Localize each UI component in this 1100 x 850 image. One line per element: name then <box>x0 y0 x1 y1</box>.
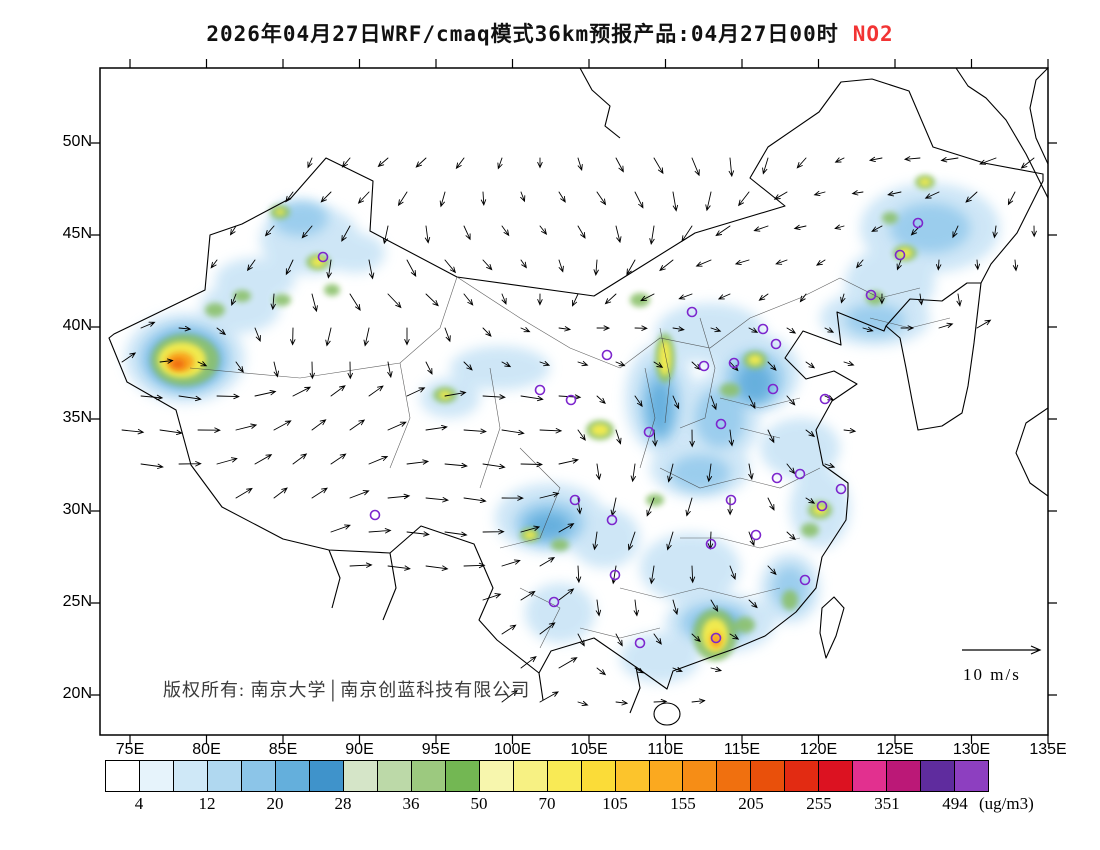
colorbar-cell <box>445 761 480 791</box>
colorbar-cell <box>241 761 276 791</box>
colorbar-cell <box>955 761 989 791</box>
pollution-contours <box>125 175 1000 683</box>
colorbar-cell <box>649 761 684 791</box>
y-axis-label: 30N <box>62 501 92 518</box>
x-axis-label: 75E <box>115 741 145 758</box>
x-axis-label: 130E <box>952 741 991 758</box>
colorbar-cell <box>853 761 888 791</box>
x-axis-label: 125E <box>876 741 914 758</box>
colorbar-cell <box>513 761 548 791</box>
y-axis-label: 45N <box>62 225 92 242</box>
colorbar-tick-label: 155 <box>670 794 696 813</box>
page-title: 2026年04月27日WRF/cmaq模式36km预报产品:04月27日00时 N… <box>0 18 1100 48</box>
colorbar-cell <box>547 761 582 791</box>
x-axis-label: 90E <box>345 741 374 758</box>
copyright-text: 版权所有: 南京大学│南京创蓝科技有限公司 <box>163 679 530 702</box>
colorbar-cell <box>717 761 752 791</box>
colorbar-cell <box>683 761 718 791</box>
x-axis-label: 120E <box>799 741 838 758</box>
colorbar-cells <box>105 760 989 792</box>
x-axis-label: 95E <box>421 741 451 758</box>
colorbar-cell <box>343 761 378 791</box>
colorbar: (ug/m3) 4 12 20 28 36 50 70 105 155 205 255 351 494 <box>105 760 1034 818</box>
colorbar-cell <box>615 761 650 791</box>
colorbar-tick-label: 205 <box>738 794 764 813</box>
city-markers <box>317 217 924 649</box>
colorbar-tick-label: 12 <box>198 794 216 813</box>
colorbar-unit: (ug/m3) <box>979 794 1034 813</box>
colorbar-tick-label: 105 <box>602 794 628 813</box>
colorbar-tick-label: 494 <box>942 794 968 813</box>
colorbar-tick-label: 20 <box>266 794 284 813</box>
axis-tick-marks <box>91 59 1057 744</box>
colorbar-tick-label: 351 <box>874 794 900 813</box>
colorbar-cell <box>207 761 242 791</box>
wind-scale-label: 10 m/s <box>963 665 1021 684</box>
colorbar-cell <box>377 761 412 791</box>
colorbar-cell <box>479 761 514 791</box>
wind-scale: 10 m/s <box>962 645 1042 684</box>
china-coastline <box>108 68 1048 726</box>
colorbar-ticks: (ug/m3) 4 12 20 28 36 50 70 105 155 205 255 351 494 <box>105 794 1034 818</box>
y-axis-label: 50N <box>62 133 92 150</box>
colorbar-cell <box>173 761 208 791</box>
colorbar-tick-label: 70 <box>538 794 556 813</box>
y-axis-label: 20N <box>62 685 92 702</box>
x-axis-label: 100E <box>493 741 532 758</box>
colorbar-tick-label: 28 <box>334 794 352 813</box>
colorbar-cell <box>785 761 820 791</box>
colorbar-cell <box>581 761 616 791</box>
x-axis-label: 110E <box>647 741 684 758</box>
title-text: 2026年04月27日WRF/cmaq模式36km预报产品:04月27日00时 <box>206 22 839 46</box>
colorbar-cell <box>887 761 922 791</box>
colorbar-cell <box>921 761 956 791</box>
x-axis-label: 85E <box>268 741 298 758</box>
colorbar-tick-label: 50 <box>470 794 488 813</box>
x-axis-label: 135E <box>1029 741 1067 758</box>
colorbar-cell <box>106 761 140 791</box>
colorbar-cell <box>309 761 344 791</box>
map-frame <box>99 67 1049 736</box>
colorbar-tick-label: 255 <box>806 794 832 813</box>
pollutant-label: NO2 <box>852 22 894 46</box>
province-borders <box>189 276 951 649</box>
y-axis-label: 25N <box>62 593 92 610</box>
colorbar-tick-label: 36 <box>402 794 420 813</box>
colorbar-tick-label: 4 <box>134 794 144 813</box>
colorbar-cell <box>751 761 786 791</box>
colorbar-cell <box>819 761 854 791</box>
colorbar-cell <box>411 761 446 791</box>
x-axis-label: 115E <box>723 741 761 758</box>
y-axis-label: 35N <box>62 409 92 426</box>
colorbar-cell <box>139 761 174 791</box>
y-axis-label: 40N <box>62 317 92 334</box>
wind-vectors <box>121 156 1037 707</box>
x-axis-label: 80E <box>192 741 221 758</box>
x-axis-label: 105E <box>570 741 608 758</box>
colorbar-cell <box>275 761 310 791</box>
wind-scale-arrow-icon <box>962 645 1042 655</box>
